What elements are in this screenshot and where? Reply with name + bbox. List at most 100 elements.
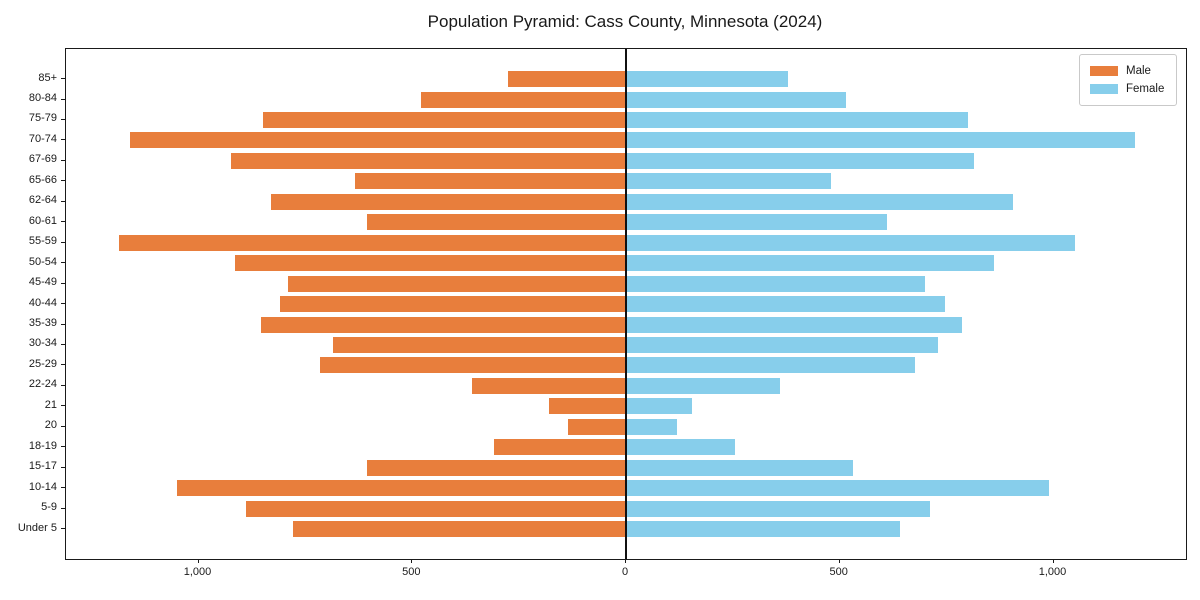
y-axis-label: 22-24 bbox=[28, 378, 57, 391]
y-axis-tick bbox=[61, 487, 65, 489]
female-bar bbox=[626, 439, 735, 456]
female-bar bbox=[626, 316, 962, 333]
y-axis-label: 25-29 bbox=[28, 357, 57, 370]
male-bar bbox=[130, 132, 626, 149]
legend-item-female: Female bbox=[1090, 80, 1176, 98]
y-axis-tick bbox=[61, 446, 65, 448]
female-bar bbox=[626, 459, 853, 476]
male-bar bbox=[420, 91, 626, 108]
y-axis-label: Under 5 bbox=[17, 521, 57, 534]
y-axis-tick bbox=[61, 303, 65, 304]
y-axis-label: 65-66 bbox=[28, 173, 57, 186]
y-axis-label: 21 bbox=[44, 398, 57, 411]
y-axis-tick bbox=[61, 98, 65, 100]
male-bar bbox=[333, 336, 626, 353]
male-legend-label: Male bbox=[1126, 65, 1151, 77]
x-axis-tick bbox=[625, 559, 626, 563]
x-axis-tick bbox=[197, 559, 199, 563]
y-axis-label: 55-59 bbox=[28, 235, 57, 248]
y-axis-label: 75-79 bbox=[28, 112, 57, 125]
female-bar bbox=[626, 480, 1050, 497]
male-bar bbox=[320, 357, 626, 374]
male-bar bbox=[568, 418, 626, 435]
female-bar bbox=[626, 152, 975, 169]
male-bar bbox=[245, 500, 626, 517]
female-bar bbox=[626, 275, 926, 292]
female-bar bbox=[626, 132, 1135, 149]
male-bar bbox=[177, 480, 626, 497]
y-axis-tick bbox=[61, 78, 65, 79]
y-axis-label: 20 bbox=[44, 419, 57, 432]
y-axis-label: 60-61 bbox=[28, 214, 57, 227]
y-axis-label: 18-19 bbox=[28, 439, 57, 452]
y-axis-tick bbox=[61, 262, 65, 264]
y-axis-label: 30-34 bbox=[28, 337, 57, 350]
female-bar bbox=[626, 111, 968, 128]
y-axis-tick bbox=[61, 139, 65, 141]
y-axis-tick bbox=[61, 507, 65, 509]
male-bar bbox=[354, 173, 626, 190]
y-axis-label: 62-64 bbox=[28, 194, 57, 207]
y-axis-tick bbox=[61, 282, 65, 284]
male-bar bbox=[271, 193, 626, 210]
legend-item-male: Male bbox=[1090, 62, 1176, 80]
male-bar bbox=[367, 214, 626, 231]
y-axis-tick bbox=[61, 323, 65, 325]
x-axis-tick bbox=[411, 559, 413, 563]
y-axis-tick bbox=[61, 384, 65, 386]
female-bar bbox=[626, 91, 847, 108]
plot-area: Male Female bbox=[65, 48, 1187, 560]
y-axis-label: 40-44 bbox=[28, 296, 57, 309]
x-axis-tick-label: 0 bbox=[621, 566, 629, 578]
female-bar bbox=[626, 336, 939, 353]
female-legend-swatch bbox=[1090, 84, 1118, 94]
y-axis-tick bbox=[61, 364, 65, 366]
x-axis-tick bbox=[1052, 559, 1054, 563]
y-axis-tick bbox=[61, 118, 65, 120]
y-axis-tick bbox=[61, 528, 65, 529]
y-axis-tick bbox=[61, 466, 65, 468]
y-axis-label: 5-9 bbox=[41, 501, 57, 513]
y-axis-label: 15-17 bbox=[28, 460, 57, 473]
y-axis-label: 67-69 bbox=[28, 153, 57, 166]
y-axis-tick bbox=[61, 221, 65, 223]
female-bar bbox=[626, 357, 915, 374]
female-bar bbox=[626, 521, 900, 537]
female-bar bbox=[626, 214, 887, 231]
male-bar bbox=[279, 296, 626, 312]
x-axis-tick-label: 500 bbox=[402, 566, 421, 578]
female-bar bbox=[626, 377, 780, 394]
zero-axis-line bbox=[625, 49, 627, 559]
male-bar bbox=[292, 521, 626, 537]
male-bar bbox=[234, 255, 626, 272]
female-bar bbox=[626, 173, 832, 190]
y-axis-tick bbox=[61, 405, 65, 407]
male-bar bbox=[230, 152, 626, 169]
x-axis-tick bbox=[838, 559, 840, 563]
chart-title: Population Pyramid: Cass County, Minneso… bbox=[427, 12, 823, 31]
y-axis-label: 45-49 bbox=[28, 276, 57, 288]
female-bar bbox=[626, 500, 930, 517]
y-axis-tick bbox=[61, 180, 65, 182]
male-legend-swatch bbox=[1090, 66, 1118, 76]
y-axis-tick bbox=[61, 159, 65, 161]
male-bar bbox=[493, 439, 626, 456]
female-legend-label: Female bbox=[1126, 83, 1165, 95]
y-axis-label: 50-54 bbox=[28, 255, 57, 268]
female-bar bbox=[626, 398, 693, 415]
y-axis-label: 80-84 bbox=[28, 92, 57, 104]
male-bar bbox=[367, 459, 626, 476]
female-bar bbox=[626, 71, 789, 87]
male-bar bbox=[288, 275, 626, 292]
y-axis-tick bbox=[61, 425, 65, 427]
y-axis-label: 10-14 bbox=[28, 480, 57, 493]
female-bar bbox=[626, 255, 994, 272]
y-axis-tick bbox=[61, 241, 65, 243]
y-axis-label: 70-74 bbox=[28, 132, 57, 145]
y-axis-tick bbox=[61, 343, 65, 345]
male-bar bbox=[508, 71, 626, 87]
y-axis-label: 35-39 bbox=[28, 317, 57, 329]
y-axis-tick bbox=[61, 200, 65, 202]
male-bar bbox=[262, 111, 626, 128]
